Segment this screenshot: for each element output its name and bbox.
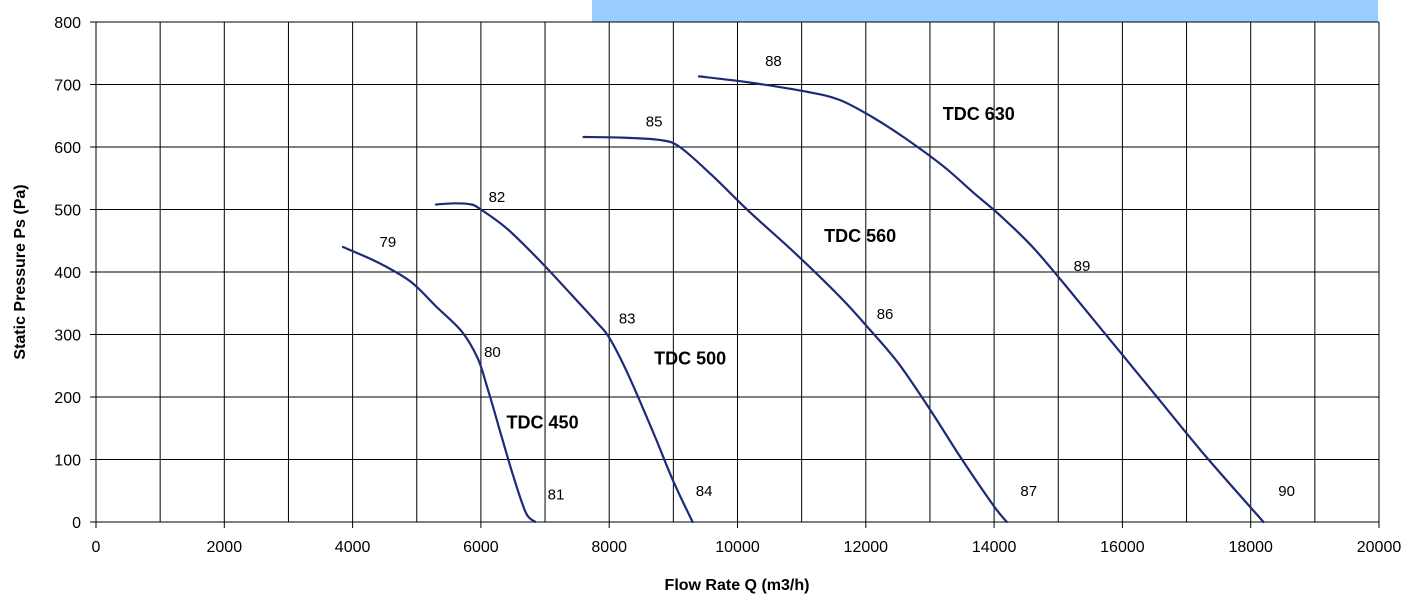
x-tick-label: 2000 [207,539,243,556]
x-tick-label: 4000 [335,539,371,556]
curve-label-tdc-450: TDC 450 [507,412,579,432]
header-highlight-band [592,0,1378,22]
point-annotation-89: 89 [1074,258,1091,275]
y-tick-label: 200 [54,390,81,407]
x-tick-label: 14000 [972,539,1017,556]
point-annotation-85: 85 [646,113,663,130]
y-tick-label: 800 [54,15,81,32]
point-annotation-81: 81 [548,487,565,504]
y-tick-label: 100 [54,453,81,470]
x-axis-title: Flow Rate Q (m3/h) [665,577,810,594]
x-tick-label: 8000 [591,539,627,556]
curve-labels: TDC 450 TDC 500 TDC 560 TDC 630 [507,104,1015,432]
point-annotation-79: 79 [380,234,397,251]
y-tick-label: 700 [54,78,81,95]
y-axis-title: Static Pressure Ps (Pa) [12,184,29,359]
point-annotations: 79 80 81 82 83 84 85 86 87 88 89 90 [380,53,1295,504]
point-annotation-84: 84 [696,483,713,500]
x-tick-label: 6000 [463,539,499,556]
point-annotation-80: 80 [484,344,501,361]
x-tick-label: 12000 [844,539,889,556]
x-axis-ticks: 0 2000 4000 6000 8000 10000 12000 14000 16000 180… [92,539,1402,556]
x-tick-label: 16000 [1100,539,1145,556]
fan-curves [341,75,1265,524]
point-annotation-82: 82 [489,189,506,206]
point-annotation-83: 83 [619,310,636,327]
point-annotation-86: 86 [877,306,894,323]
y-axis-ticks: 0 100 200 300 400 500 600 700 800 [54,15,81,532]
x-tick-label: 18000 [1228,539,1273,556]
grid-lines [90,21,1380,528]
y-tick-label: 600 [54,140,81,157]
x-tick-label: 20000 [1357,539,1402,556]
curve-tdc-450 [341,245,537,524]
x-tick-label: 0 [92,539,101,556]
curve-label-tdc-500: TDC 500 [654,349,726,369]
y-tick-label: 0 [72,515,81,532]
curve-label-tdc-560: TDC 560 [824,226,896,246]
y-tick-label: 300 [54,328,81,345]
curve-tdc-630 [697,75,1265,524]
point-annotation-90: 90 [1278,483,1295,500]
curve-tdc-560 [582,135,1008,524]
point-annotation-87: 87 [1020,483,1037,500]
point-annotation-88: 88 [765,53,782,70]
curve-label-tdc-630: TDC 630 [943,104,1015,124]
curve-tdc-500 [434,202,694,524]
y-tick-label: 400 [54,265,81,282]
y-tick-label: 500 [54,203,81,220]
x-tick-label: 10000 [715,539,760,556]
